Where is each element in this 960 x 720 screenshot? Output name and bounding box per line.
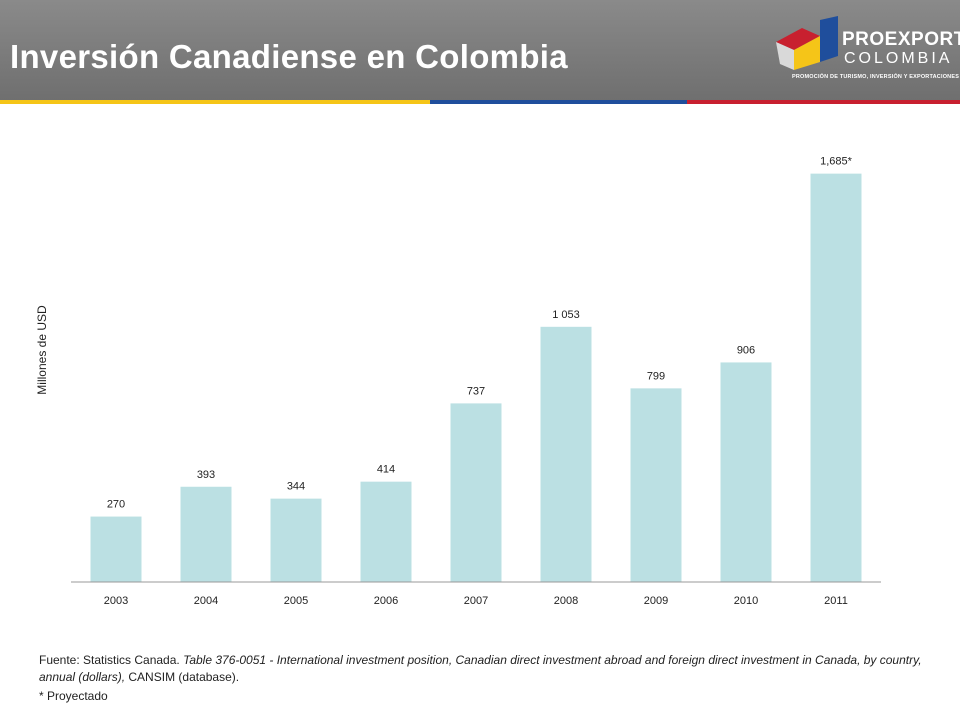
projection-note: * Proyectado <box>39 689 108 703</box>
x-tick-label-2011: 2011 <box>824 595 848 607</box>
bar-2007 <box>450 403 502 582</box>
data-labels-group: 270 393 344 414 737 1 053 799 906 1,685* <box>107 156 853 511</box>
logo-tower-shape <box>820 16 838 62</box>
logo-brand-line-1: PROEXPORT <box>842 29 960 50</box>
bar-2003 <box>90 516 142 582</box>
x-tick-label-2009: 2009 <box>644 595 668 607</box>
x-tick-label-2003: 2003 <box>104 595 128 607</box>
x-tick-label-2010: 2010 <box>734 595 758 607</box>
source-suffix: CANSIM (database). <box>128 670 240 684</box>
page-title: Inversión Canadiense en Colombia <box>10 38 568 75</box>
data-label-2004: 393 <box>197 469 215 481</box>
logo-wall-shape <box>794 36 820 70</box>
bar-2005 <box>270 498 322 582</box>
x-tick-label-2008: 2008 <box>554 595 578 607</box>
bar-2008 <box>540 326 592 582</box>
bars-group <box>90 173 862 582</box>
x-tick-label-2006: 2006 <box>374 595 398 607</box>
data-label-2006: 414 <box>377 464 395 476</box>
logo-roof-shape <box>776 28 820 50</box>
flag-stripe-blue <box>430 100 687 104</box>
logo-tagline: PROMOCIÓN DE TURISMO, INVERSIÓN Y EXPORT… <box>792 74 960 80</box>
x-tick-labels-group: 2003 2004 2005 2006 2007 2008 2009 2010 2011 <box>104 595 848 607</box>
bar-2011 <box>810 173 862 582</box>
logo-side-shape <box>776 42 794 70</box>
flag-stripe <box>0 100 960 104</box>
data-label-2008: 1 053 <box>552 309 580 321</box>
bar-2009 <box>630 388 682 582</box>
data-label-2010: 906 <box>737 344 755 356</box>
data-label-2003: 270 <box>107 499 125 511</box>
y-axis-label: Millones de USD <box>35 305 49 395</box>
data-label-2005: 344 <box>287 481 305 493</box>
bar-2006 <box>360 481 412 582</box>
source-table-reference: Table 376-0051 - International investmen… <box>39 653 922 684</box>
flag-stripe-red <box>687 100 960 104</box>
bar-chart: Millones de USD 270 393 344 414 737 1 053 799 9… <box>35 156 881 607</box>
x-tick-label-2005: 2005 <box>284 595 308 607</box>
logo-brand-line-2: COLOMBIA <box>844 50 953 67</box>
data-label-2011: 1,685* <box>820 156 853 168</box>
house-logo-icon <box>776 16 838 70</box>
bar-2004 <box>180 486 232 582</box>
source-prefix: Fuente: Statistics Canada. <box>39 653 180 667</box>
x-tick-label-2004: 2004 <box>194 595 218 607</box>
source-note: Fuente: Statistics Canada. Table 376-005… <box>39 652 939 686</box>
header-bar: Inversión Canadiense en Colombia PROEXPO… <box>0 0 960 100</box>
data-label-2007: 737 <box>467 385 485 397</box>
flag-stripe-yellow <box>0 100 430 104</box>
proexport-logo: PROEXPORT COLOMBIA PROMOCIÓN DE TURISMO,… <box>772 14 960 90</box>
data-label-2009: 799 <box>647 370 665 382</box>
x-tick-label-2007: 2007 <box>464 595 488 607</box>
bar-2010 <box>720 362 772 582</box>
